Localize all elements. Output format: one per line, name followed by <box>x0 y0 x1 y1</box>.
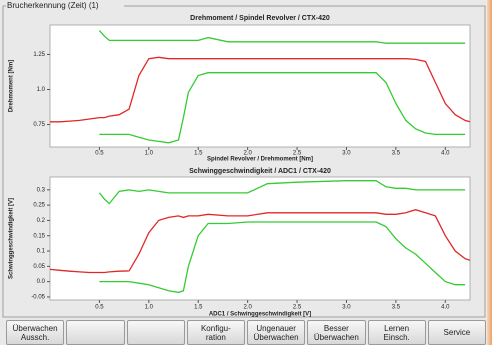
button-label: Besser <box>323 323 349 333</box>
chart-title: Schwinggeschwindigkeit / ADC1 / CTX-420 <box>189 168 331 175</box>
x-tick-label: 3.0 <box>342 305 351 311</box>
x-tick-label: 4.0 <box>441 151 450 157</box>
series-line <box>50 56 471 123</box>
button-label: ration <box>205 332 226 342</box>
chart-title: Drehmoment / Spindel Revolver / CTX-420 <box>190 15 330 22</box>
x-tick-label: 0.5 <box>95 305 104 311</box>
x-axis-label: ADC1 / Schwinggeschwindigkeit [V] <box>209 312 311 318</box>
x-tick-label: 1.0 <box>145 305 154 311</box>
series-line <box>99 221 466 294</box>
button-label: Konfigu- <box>200 323 231 333</box>
y-tick-label: 1.25 <box>33 52 45 58</box>
y-tick-label: 1.0 <box>37 87 46 93</box>
button-label: Überwachen <box>313 332 359 342</box>
x-tick-label: 4.0 <box>441 305 450 311</box>
button-label: Überwachen <box>12 323 58 333</box>
button-bar: Überwachen Aussch. Konfigu-ration Ungenauer… <box>6 320 486 345</box>
button-label: Aussch. <box>20 332 50 342</box>
y-tick-label: 0.75 <box>33 122 45 128</box>
button-label: Lernen <box>384 323 410 333</box>
group-box-title: Brucherkennung (Zeit) (1) <box>7 1 99 10</box>
series-line <box>99 72 466 144</box>
x-tick-label: 1.5 <box>194 305 203 311</box>
x-tick-label: 3.0 <box>342 151 351 157</box>
x-tick-label: 2.0 <box>243 305 252 311</box>
x-tick-label: 0.5 <box>95 151 104 157</box>
y-tick-label: -0.05 <box>31 295 45 301</box>
y-tick-label: 0.1 <box>37 249 46 255</box>
series-line <box>98 30 466 44</box>
empty-button[interactable] <box>66 320 125 345</box>
button-label: Überwachen <box>253 332 299 342</box>
y-tick-label: 0.0 <box>37 279 46 285</box>
button-label: Einsch. <box>383 332 410 342</box>
button[interactable]: Besser Überwachen <box>307 320 366 345</box>
series-line <box>49 209 471 274</box>
y-tick-label: 0.3 <box>37 187 46 193</box>
empty-button[interactable] <box>126 320 185 345</box>
y-tick-label: 0.2 <box>37 218 46 224</box>
edge-strip <box>487 0 492 345</box>
group-box-label-bg <box>6 1 124 11</box>
plot-area <box>49 176 471 301</box>
button[interactable]: Lernen Einsch. <box>367 320 426 345</box>
button-label: Ungenauer <box>256 323 296 333</box>
y-tick-label: 0.15 <box>33 233 45 239</box>
x-tick-label: 2.0 <box>243 151 252 157</box>
button[interactable]: Service <box>427 320 486 345</box>
button[interactable]: Ungenauer Überwachen <box>247 320 306 345</box>
y-axis-label: Schwinggeschwindigkeit [V] <box>9 198 15 279</box>
button[interactable]: Konfigu-ration <box>186 320 245 345</box>
button[interactable]: Überwachen Aussch. <box>6 320 65 345</box>
button-label: Service <box>443 328 471 337</box>
group-box <box>2 5 486 318</box>
x-tick-label: 2.5 <box>293 305 302 311</box>
y-tick-label: 0.05 <box>33 264 45 270</box>
plot-area <box>49 24 471 148</box>
y-tick-label: 0.25 <box>33 203 45 209</box>
x-tick-label: 3.5 <box>392 305 401 311</box>
x-tick-label: 1.0 <box>145 151 154 157</box>
x-tick-label: 2.5 <box>293 151 302 157</box>
x-tick-label: 3.5 <box>392 151 401 157</box>
y-axis-label: Drehmoment [Nm] <box>9 60 15 112</box>
x-tick-label: 1.5 <box>194 151 203 157</box>
charts: Brucherkennung (Zeit) (1) Drehmoment / S… <box>2 1 486 318</box>
series-line <box>98 180 466 205</box>
x-axis-label: Spindel Revolver / Drehmoment [Nm] <box>207 157 313 163</box>
